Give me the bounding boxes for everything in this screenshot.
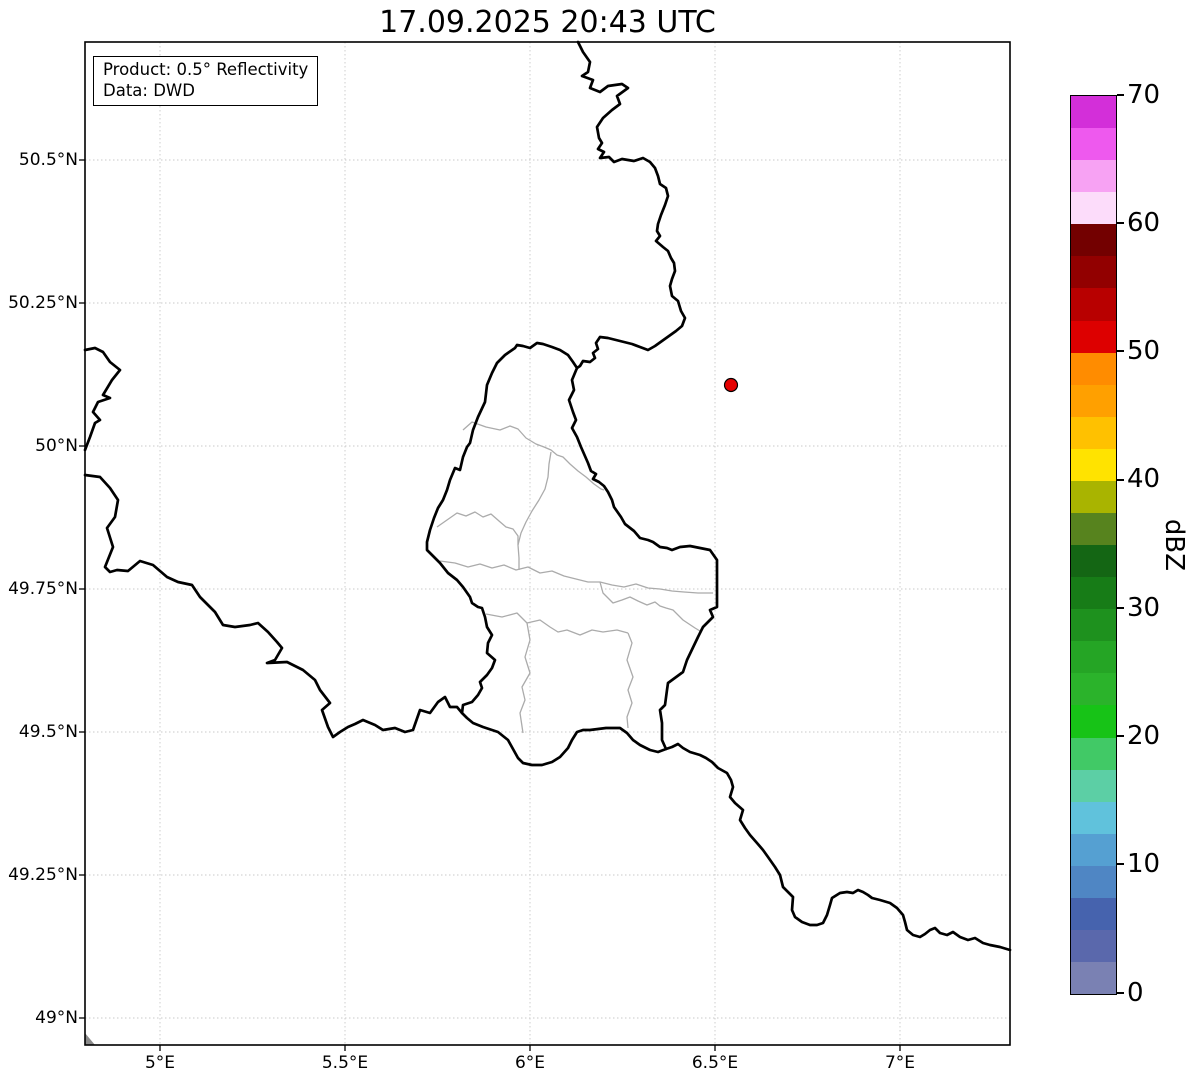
colorbar-tick-label: 60 bbox=[1127, 208, 1161, 238]
axes-ticks bbox=[79, 159, 901, 1051]
colorbar-unit-label: dBZ bbox=[1159, 518, 1189, 572]
lat-tick-label: 49°N bbox=[35, 1008, 78, 1028]
district-border-path bbox=[439, 560, 713, 594]
lat-tick-label: 49.25°N bbox=[8, 865, 78, 885]
colorbar-tick bbox=[1117, 607, 1124, 609]
lon-tick-label: 5°E bbox=[144, 1053, 176, 1073]
border-belgium-germany bbox=[575, 40, 687, 370]
figure-title: 17.09.2025 20:43 UTC bbox=[379, 5, 716, 40]
colorbar-tick bbox=[1117, 350, 1124, 352]
colorbar-tick-label: 30 bbox=[1127, 593, 1161, 623]
colorbar-tick-label: 10 bbox=[1127, 849, 1161, 879]
colorbar-tick-label: 0 bbox=[1127, 978, 1144, 1008]
country-borders bbox=[83, 40, 1012, 952]
product-info-box: Product: 0.5° Reflectivity Data: DWD bbox=[93, 56, 319, 106]
lon-tick-label: 7°E bbox=[884, 1053, 916, 1073]
colorbar-tick bbox=[1117, 222, 1124, 224]
lat-tick-label: 50.25°N bbox=[8, 293, 78, 313]
district-border-path bbox=[519, 622, 531, 734]
district-border-path bbox=[436, 511, 519, 545]
border-belgium-france-upper bbox=[83, 346, 122, 452]
corner-border-patch bbox=[85, 1033, 95, 1045]
product-line: Product: 0.5° Reflectivity bbox=[103, 60, 309, 79]
colorbar-tick-label: 40 bbox=[1127, 464, 1161, 494]
colorbar-tick-label: 20 bbox=[1127, 721, 1161, 751]
data-source-line: Data: DWD bbox=[103, 81, 195, 100]
lon-tick-label: 5.5°E bbox=[321, 1053, 369, 1073]
radar-location-marker bbox=[723, 377, 739, 393]
border-france-belgium bbox=[83, 473, 464, 739]
map-frame bbox=[84, 41, 1011, 1046]
district-borders bbox=[436, 421, 713, 734]
district-border-path bbox=[599, 581, 701, 632]
colorbar-tick bbox=[1117, 863, 1124, 865]
colorbar-tick-label: 70 bbox=[1127, 80, 1161, 110]
colorbar-tick bbox=[1117, 479, 1124, 481]
colorbar-tick-label: 50 bbox=[1127, 336, 1161, 366]
district-border-path bbox=[485, 612, 629, 636]
lat-tick-label: 50.5°N bbox=[18, 150, 78, 170]
district-border-path bbox=[626, 632, 634, 729]
border-france-germany bbox=[664, 742, 1012, 952]
lat-tick-label: 49.5°N bbox=[18, 722, 78, 742]
colorbar-tick bbox=[1117, 735, 1124, 737]
district-border-path bbox=[517, 451, 552, 570]
colorbar-tick bbox=[1117, 992, 1124, 994]
border-luxembourg bbox=[425, 341, 719, 767]
colorbar-gradient bbox=[1071, 96, 1116, 995]
colorbar bbox=[1070, 95, 1117, 995]
colorbar-tick bbox=[1117, 94, 1124, 96]
graticule-gridlines bbox=[85, 42, 1010, 1045]
district-border-path bbox=[462, 421, 605, 491]
lat-tick-label: 49.75°N bbox=[8, 579, 78, 599]
lat-tick-label: 50°N bbox=[35, 436, 78, 456]
lon-tick-label: 6.5°E bbox=[691, 1053, 739, 1073]
lon-tick-label: 6°E bbox=[514, 1053, 546, 1073]
